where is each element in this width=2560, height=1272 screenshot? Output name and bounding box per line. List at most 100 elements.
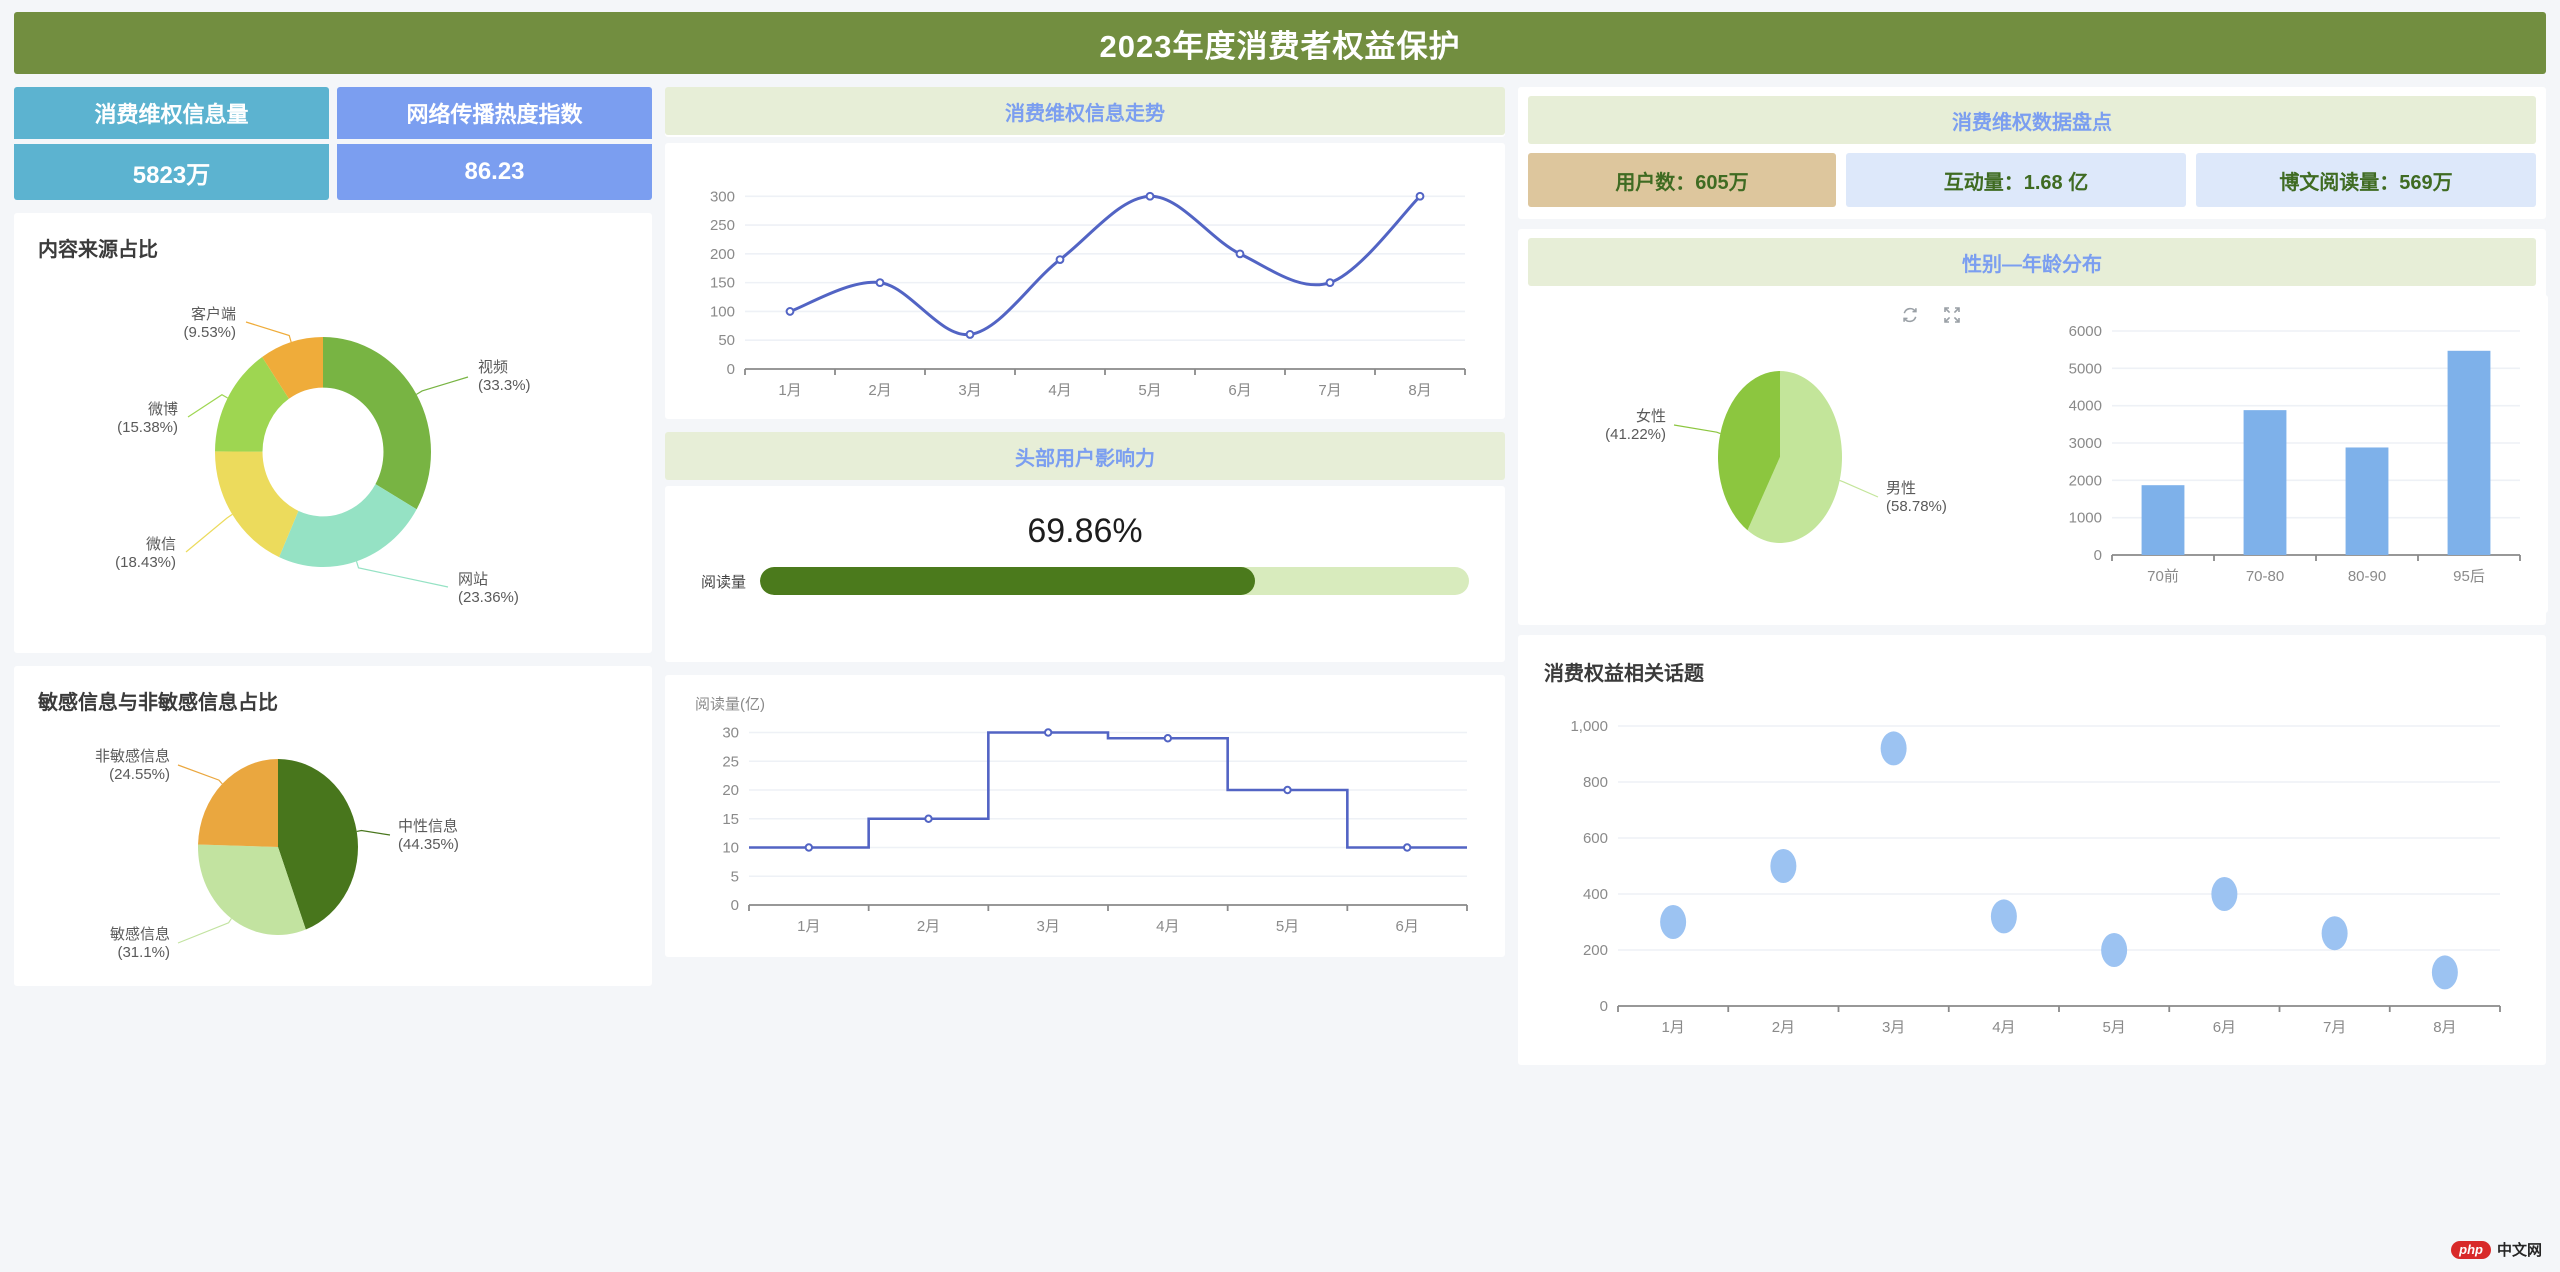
- scatter-data-points: [1660, 731, 2458, 990]
- svg-text:8月: 8月: [2433, 1019, 2456, 1036]
- trend-card: 消费维权信息走势: [665, 87, 1505, 137]
- gender-pie-slices: [1718, 371, 1842, 543]
- middle-column: 消费维权信息走势 0 50 100 150 200 250 300 1月 2月 3月 4月 5月 6月…: [665, 87, 1505, 957]
- svg-text:8月: 8月: [1408, 382, 1431, 399]
- svg-text:50: 50: [718, 332, 735, 349]
- stat-chip-interactions[interactable]: 互动量：1.68 亿: [1846, 153, 2186, 207]
- pie-slices: [198, 759, 359, 935]
- svg-text:(41.22%): (41.22%): [1605, 426, 1666, 443]
- svg-text:(23.36%): (23.36%): [458, 589, 519, 606]
- trend-banner: 消费维权信息走势: [665, 87, 1505, 135]
- svg-text:100: 100: [710, 303, 735, 320]
- reading-step-card: 阅读量(亿) 0 5 10 15 20 25 30 1月 2月 3月 4月 5月 6月: [665, 675, 1505, 957]
- fullscreen-icon[interactable]: [1942, 305, 1962, 325]
- progress-fill: [760, 567, 1256, 595]
- svg-text:5: 5: [731, 868, 739, 885]
- stat-chip-users[interactable]: 用户数：605万: [1528, 153, 1836, 207]
- influence-banner: 头部用户影响力: [665, 432, 1505, 480]
- scatter-gridlines: [1618, 725, 2500, 951]
- pie-labels: 中性信息(44.35%) 敏感信息(31.1%) 非敏感信息(24.55%): [95, 748, 459, 961]
- donut-slices: [215, 337, 431, 567]
- content-source-card: 内容来源占比 视频 (33.3%) 网站 (23.36%) 微信 (18.43%) 微博 (1…: [14, 213, 652, 653]
- svg-text:1,000: 1,000: [1570, 718, 1608, 735]
- svg-text:男性: 男性: [1886, 480, 1916, 497]
- svg-text:0: 0: [731, 897, 739, 914]
- svg-text:25: 25: [722, 753, 739, 770]
- svg-text:400: 400: [1583, 886, 1608, 903]
- svg-text:(31.1%): (31.1%): [117, 944, 170, 961]
- trend-gridlines: [745, 195, 1465, 342]
- svg-text:2月: 2月: [868, 382, 891, 399]
- age-bars: [2141, 350, 2491, 555]
- svg-text:4000: 4000: [2069, 398, 2102, 415]
- page-title: 2023年度消费者权益保护: [1099, 28, 1461, 64]
- progress-track[interactable]: [760, 567, 1469, 595]
- age-bar-card: 0 1000 2000 3000 4000 5000 6000 70前 70-80 80-90 9…: [2038, 295, 2548, 613]
- svg-text:7月: 7月: [2323, 1019, 2346, 1036]
- stats-banner: 消费维权数据盘点: [1528, 96, 2536, 144]
- watermark-badge: php: [2451, 1240, 2491, 1259]
- donut-labels: 视频(33.3%) 网站(23.36%) 微信(18.43%) 微博(15.38%) 客…: [115, 306, 530, 606]
- watermark: php 中文网: [2451, 1239, 2542, 1260]
- svg-text:中性信息: 中性信息: [398, 818, 458, 835]
- kpi-card-heat-index[interactable]: 网络传播热度指数 86.23: [337, 87, 652, 200]
- scatter-axis-line: [1617, 1005, 2501, 1012]
- progress-label: 阅读量: [701, 573, 747, 591]
- age-y-axis-labels: 0 1000 2000 3000 4000 5000 6000: [2069, 323, 2102, 564]
- svg-text:150: 150: [710, 275, 735, 292]
- gender-pie-chart[interactable]: 男性(58.78%) 女性(41.22%): [1528, 325, 2028, 587]
- svg-text:200: 200: [1583, 942, 1608, 959]
- influence-card: 头部用户影响力: [665, 432, 1505, 480]
- gender-pie-leader-lines: [1673, 424, 1879, 498]
- sensitive-pie-chart[interactable]: 中性信息(44.35%) 敏感信息(31.1%) 非敏感信息(24.55%): [38, 715, 628, 977]
- svg-text:5月: 5月: [2102, 1019, 2125, 1036]
- topics-title: 消费权益相关话题: [1544, 663, 1704, 685]
- chart-toolbar: [1528, 295, 2028, 325]
- svg-text:6月: 6月: [2213, 1019, 2236, 1036]
- refresh-icon[interactable]: [1900, 305, 1920, 325]
- step-y-axis-title: 阅读量(亿): [695, 696, 765, 713]
- svg-text:70前: 70前: [2147, 568, 2179, 585]
- donut-leader-lines: [185, 321, 469, 588]
- influence-progress-card: 69.86% 阅读量: [665, 486, 1505, 662]
- trend-chart-card: 0 50 100 150 200 250 300 1月 2月 3月 4月 5月 6月 7月 8月: [665, 143, 1505, 419]
- kpi-card-info-volume[interactable]: 消费维权信息量 5823万: [14, 87, 329, 200]
- content-source-donut-chart[interactable]: 视频(33.3%) 网站(23.36%) 微信(18.43%) 微博(15.38%) 客…: [38, 262, 628, 647]
- svg-text:(33.3%): (33.3%): [478, 377, 531, 394]
- gender-pie-labels: 男性(58.78%) 女性(41.22%): [1605, 407, 1947, 515]
- svg-text:微信: 微信: [146, 536, 176, 553]
- svg-text:(15.38%): (15.38%): [117, 419, 178, 436]
- topics-scatter-chart[interactable]: 0 200 400 600 800 1,000 1月 2月 3月 4月 5月 6月 7月 8月: [1544, 686, 2524, 1058]
- step-axis-line: [748, 904, 1468, 911]
- trend-line-chart[interactable]: 0 50 100 150 200 250 300 1月 2月 3月 4月 5月 6月 7月 8月: [675, 157, 1495, 413]
- trend-title: 消费维权信息走势: [1005, 102, 1165, 125]
- svg-text:1月: 1月: [1661, 1019, 1684, 1036]
- svg-text:5月: 5月: [1276, 918, 1299, 935]
- svg-text:网站: 网站: [458, 571, 488, 588]
- kpi-label-info-volume: 消费维权信息量: [14, 87, 329, 139]
- gender-age-panel: 性别—年龄分布: [1518, 229, 2548, 625]
- svg-text:(44.35%): (44.35%): [398, 836, 459, 853]
- svg-text:0: 0: [727, 361, 735, 378]
- stat-chip-reads[interactable]: 博文阅读量：569万: [2196, 153, 2536, 207]
- gender-pie-card: 男性 (58.78%) 女性 (41.22%): [1528, 295, 2028, 613]
- svg-text:95后: 95后: [2453, 568, 2485, 585]
- svg-text:3月: 3月: [958, 382, 981, 399]
- svg-text:600: 600: [1583, 830, 1608, 847]
- stats-panel: 消费维权数据盘点 用户数：605万 互动量：1.68 亿 博文阅读量：569万: [1518, 87, 2546, 219]
- svg-text:(9.53%): (9.53%): [183, 324, 236, 341]
- trend-data-points: [785, 191, 1425, 339]
- reading-step-chart[interactable]: 阅读量(亿) 0 5 10 15 20 25 30 1月 2月 3月 4月 5月 6月: [677, 693, 1493, 951]
- age-axis-line: [2111, 554, 2521, 561]
- trend-axis-line: [744, 368, 1466, 375]
- svg-text:微博: 微博: [148, 401, 178, 418]
- svg-text:1月: 1月: [778, 382, 801, 399]
- svg-text:30: 30: [722, 725, 739, 742]
- age-bar-chart[interactable]: 0 1000 2000 3000 4000 5000 6000 70前 70-80 80-90 9…: [2046, 309, 2540, 605]
- svg-text:1000: 1000: [2069, 510, 2102, 527]
- dashboard-columns: 消费维权信息量 5823万 网络传播热度指数 86.23 内容来源占比 视频 (3…: [14, 87, 2548, 1065]
- svg-text:6000: 6000: [2069, 323, 2102, 340]
- svg-text:80-90: 80-90: [2348, 568, 2386, 585]
- sensitive-card: 敏感信息与非敏感信息占比 中性信息 (44.35%) 敏感信息 (31.1%) 非敏感信…: [14, 666, 652, 986]
